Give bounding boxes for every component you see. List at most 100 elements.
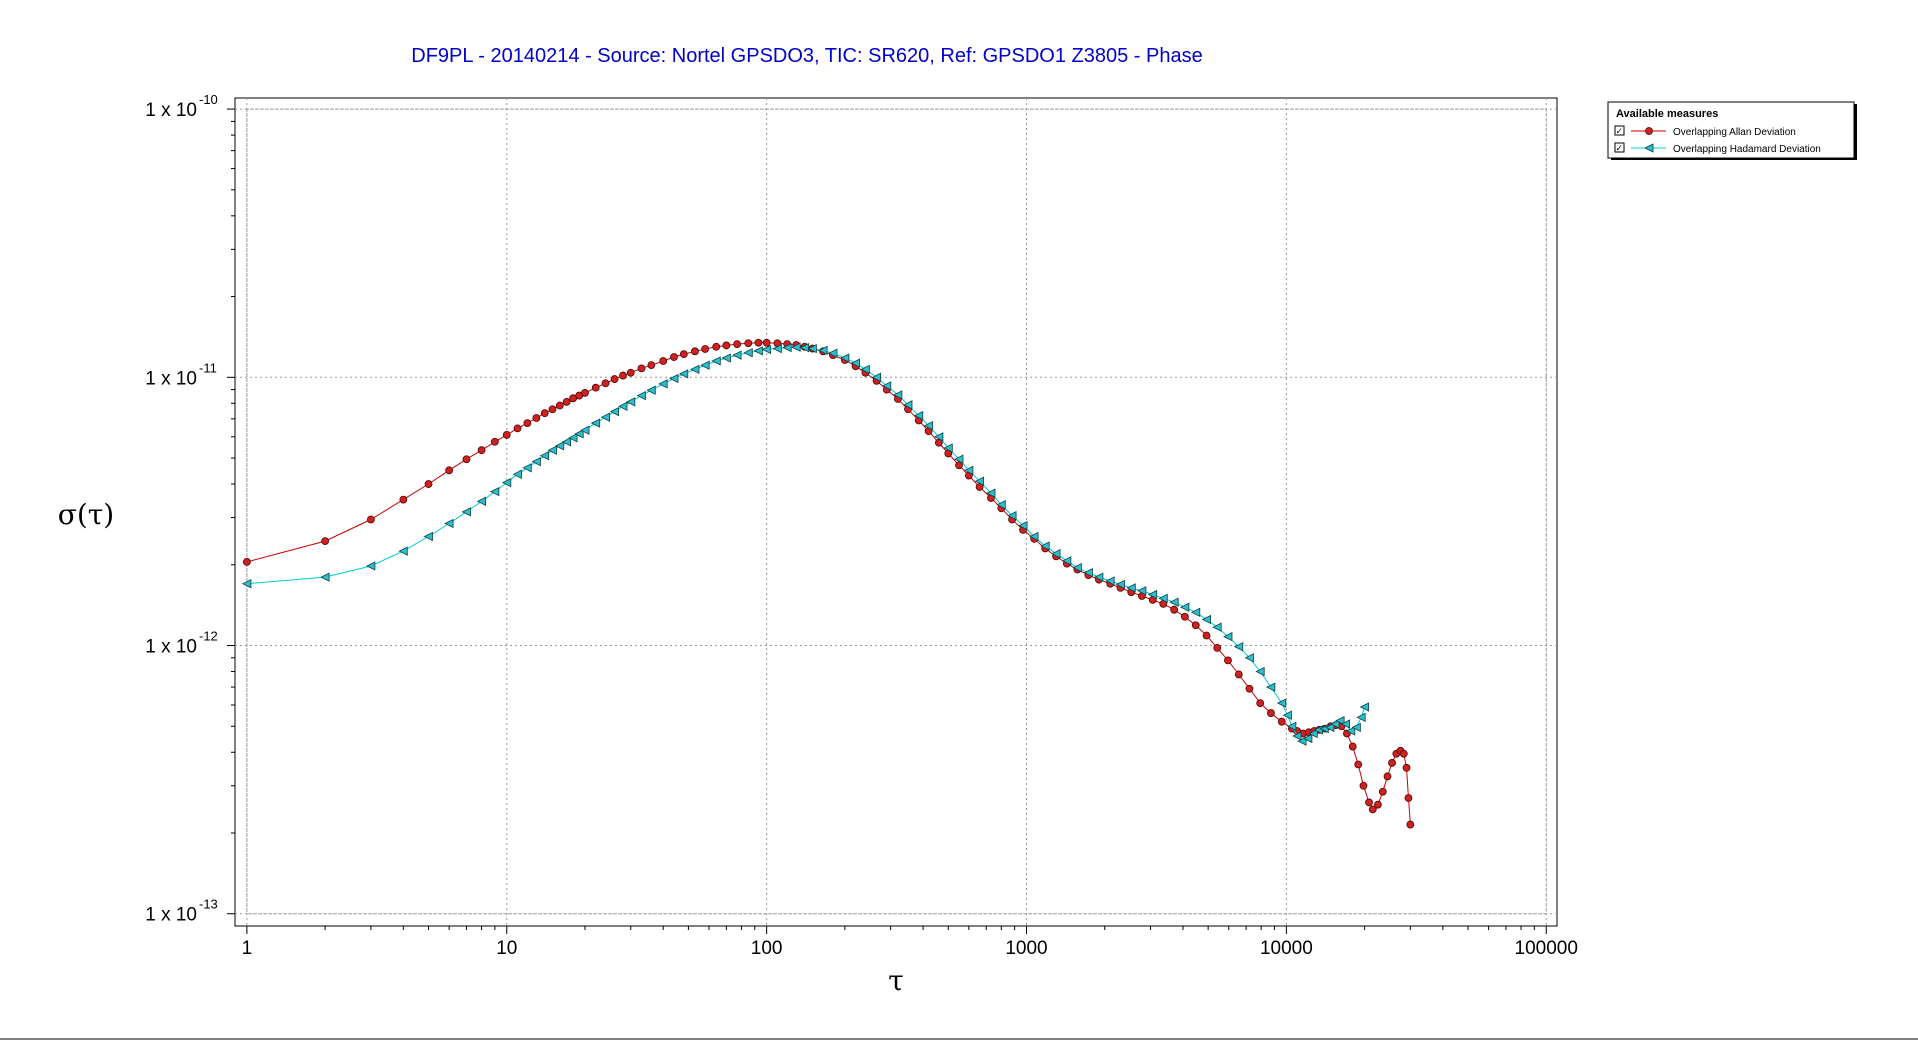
data-point — [761, 344, 771, 355]
data-point — [476, 496, 487, 506]
data-point — [679, 350, 688, 359]
y-tick-label: 1 x 10 — [145, 100, 197, 121]
data-point — [554, 441, 565, 451]
data-point — [490, 486, 500, 497]
y-tick-exponent: -13 — [199, 897, 218, 912]
data-point — [1223, 631, 1233, 642]
data-point — [1147, 589, 1158, 600]
data-point — [562, 397, 571, 406]
data-point — [531, 456, 541, 467]
data-point — [1190, 607, 1201, 617]
data-point — [943, 443, 953, 453]
legend-label-hadamard: Overlapping Hadamard Deviation — [1673, 144, 1821, 155]
data-point — [618, 401, 628, 411]
data-point — [1340, 719, 1350, 729]
data-point — [1169, 597, 1179, 607]
data-point — [700, 360, 710, 370]
data-point — [964, 465, 974, 475]
data-point — [532, 414, 541, 422]
data-point — [398, 546, 408, 556]
series-group — [242, 338, 1415, 829]
data-point — [712, 342, 721, 351]
data-point — [512, 469, 522, 479]
data-point — [423, 531, 433, 542]
data-point — [1378, 787, 1387, 796]
data-point — [1181, 612, 1189, 621]
legend: Available measures ✓ Overlapping Allan D… — [1607, 101, 1857, 160]
data-point — [547, 445, 557, 455]
data-point — [1402, 763, 1411, 772]
y-tick-exponent: -11 — [199, 360, 217, 375]
data-point — [1018, 520, 1028, 531]
data-point — [840, 353, 850, 363]
data-point — [1388, 759, 1396, 767]
data-point — [799, 342, 809, 353]
data-point — [753, 346, 763, 356]
data-point — [1191, 621, 1200, 630]
y-tick-label: 1 x 10 — [145, 905, 197, 926]
x-tick-label: 100000 — [1515, 938, 1578, 959]
data-point — [1126, 583, 1136, 593]
data-point — [321, 537, 330, 546]
data-point — [1359, 702, 1369, 712]
data-point — [1255, 666, 1265, 677]
data-point — [762, 338, 771, 347]
data-point — [690, 364, 700, 375]
data-point — [807, 343, 817, 354]
data-point — [722, 341, 731, 350]
legend-item-allan[interactable]: ✓ Overlapping Allan Deviation — [1614, 125, 1796, 138]
data-point — [1158, 593, 1168, 603]
data-point — [1383, 772, 1392, 781]
data-point — [913, 410, 924, 421]
grid-frame — [246, 108, 1547, 915]
plot-area — [234, 97, 1558, 927]
data-point — [1245, 684, 1254, 693]
data-point — [601, 379, 610, 388]
data-point — [636, 390, 646, 401]
data-point — [1348, 742, 1357, 751]
data-point — [1345, 726, 1356, 736]
data-point — [366, 561, 376, 571]
data-point — [1029, 531, 1039, 542]
check-icon: ✓ — [1616, 127, 1624, 137]
legend-marker-allan — [1645, 127, 1653, 135]
legend-title: Available measures — [1616, 108, 1718, 120]
data-point — [1373, 800, 1382, 809]
data-point — [501, 477, 512, 488]
x-tick-label: 10000 — [1260, 938, 1313, 959]
data-point — [923, 421, 933, 431]
data-point — [609, 406, 619, 417]
data-point — [399, 495, 408, 504]
data-point — [1040, 541, 1050, 551]
data-point — [1094, 572, 1104, 582]
legend-checkbox-allan[interactable] — [1614, 125, 1625, 136]
data-point — [555, 401, 564, 410]
data-point — [540, 409, 549, 418]
data-point — [1266, 682, 1276, 692]
data-point — [1224, 656, 1232, 665]
data-point — [881, 381, 892, 391]
y-tick-label: 1 x 10 — [145, 637, 197, 658]
data-point — [1007, 510, 1017, 521]
data-point — [1234, 670, 1243, 679]
data-point — [1137, 586, 1147, 596]
data-point — [461, 507, 471, 517]
data-point — [581, 388, 589, 397]
data-point — [242, 579, 252, 589]
data-point — [996, 500, 1006, 510]
data-point — [1051, 549, 1061, 559]
data-point — [590, 418, 601, 428]
data-point — [1062, 556, 1072, 566]
data-point — [462, 455, 471, 464]
data-point — [600, 412, 610, 422]
legend-item-hadamard[interactable]: ✓ Overlapping Hadamard Deviation — [1614, 142, 1821, 155]
data-point — [1330, 719, 1340, 729]
data-point — [791, 342, 801, 352]
data-point — [1351, 722, 1361, 733]
legend-checkbox-hadamard[interactable] — [1614, 142, 1625, 153]
data-point — [1115, 579, 1125, 590]
data-point — [659, 357, 668, 365]
data-point — [1170, 605, 1179, 614]
x-tick-label: 100 — [751, 938, 783, 959]
